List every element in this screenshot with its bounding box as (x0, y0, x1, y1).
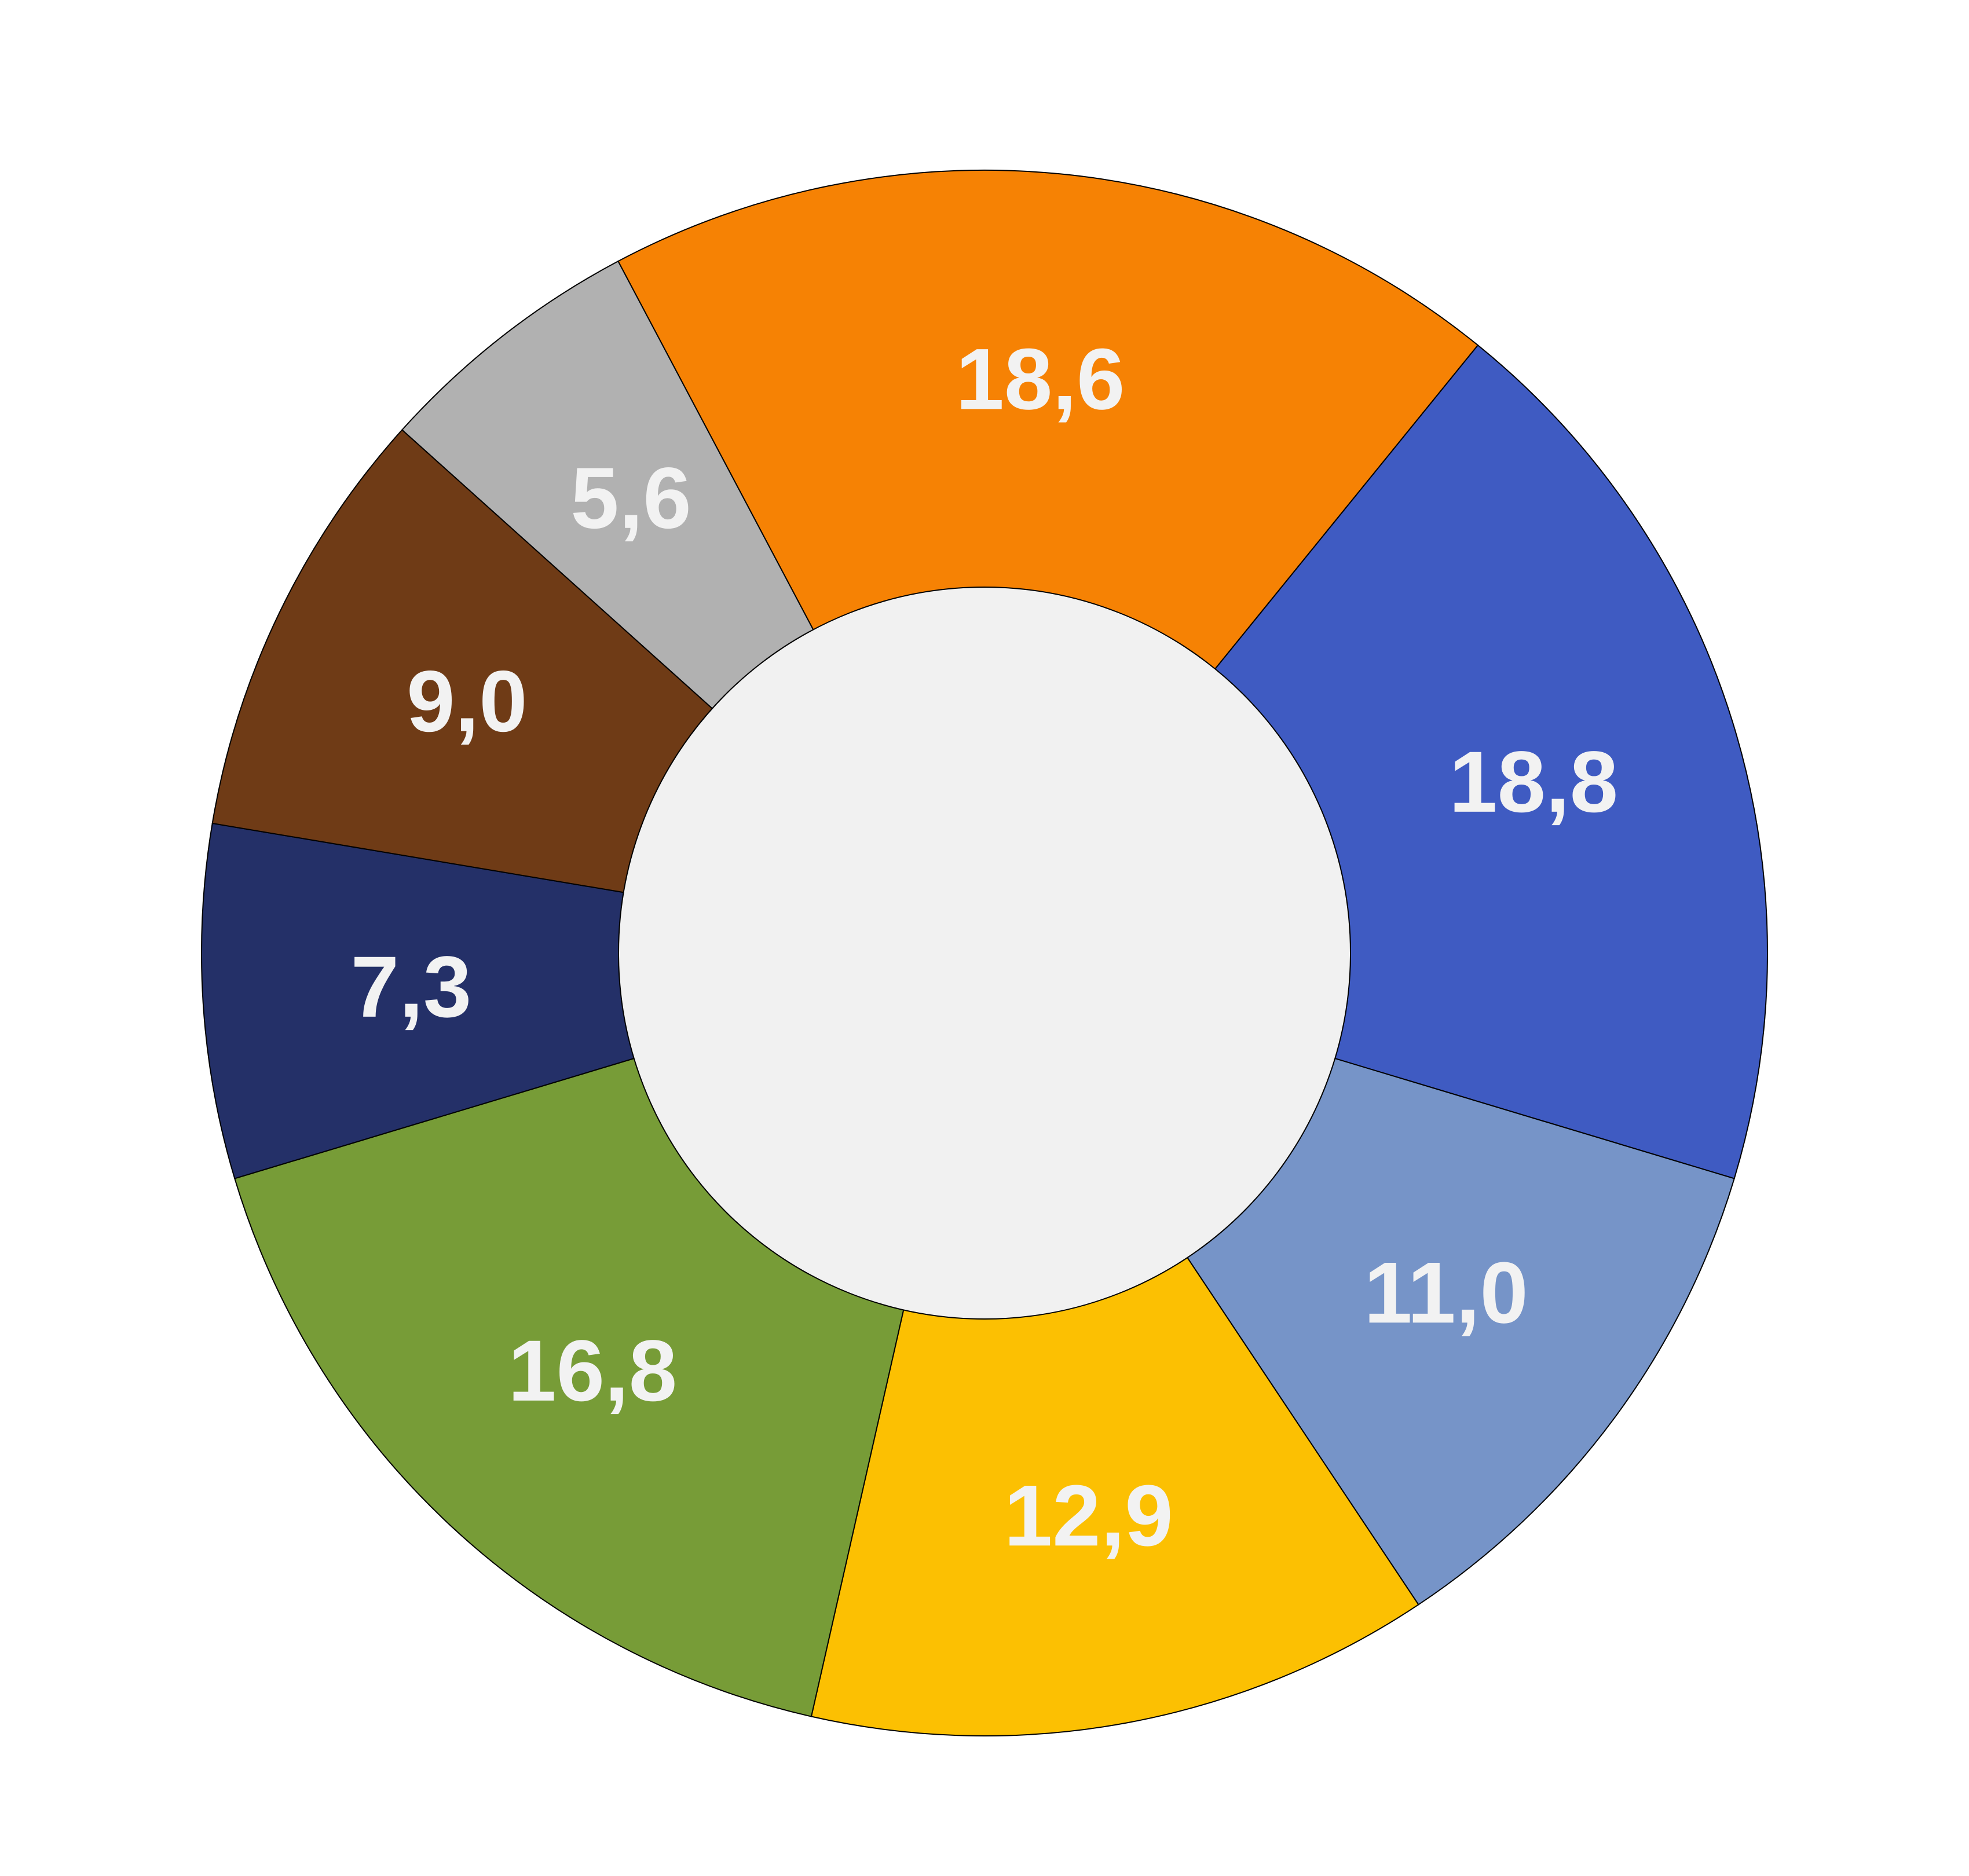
value-label: 12,9 (1004, 1467, 1173, 1564)
value-label: 11,0 (1364, 1244, 1528, 1341)
value-label: 7,3 (351, 938, 472, 1035)
donut-slice (617, 170, 1479, 954)
value-label: 18,6 (956, 330, 1125, 427)
donut-slice (201, 822, 985, 1179)
value-label: 16,8 (508, 1322, 677, 1419)
value-label: 18,8 (1449, 733, 1618, 830)
value-label: 5,6 (570, 449, 691, 547)
donut-hole (618, 587, 1351, 1320)
value-label: 9,0 (407, 653, 528, 750)
